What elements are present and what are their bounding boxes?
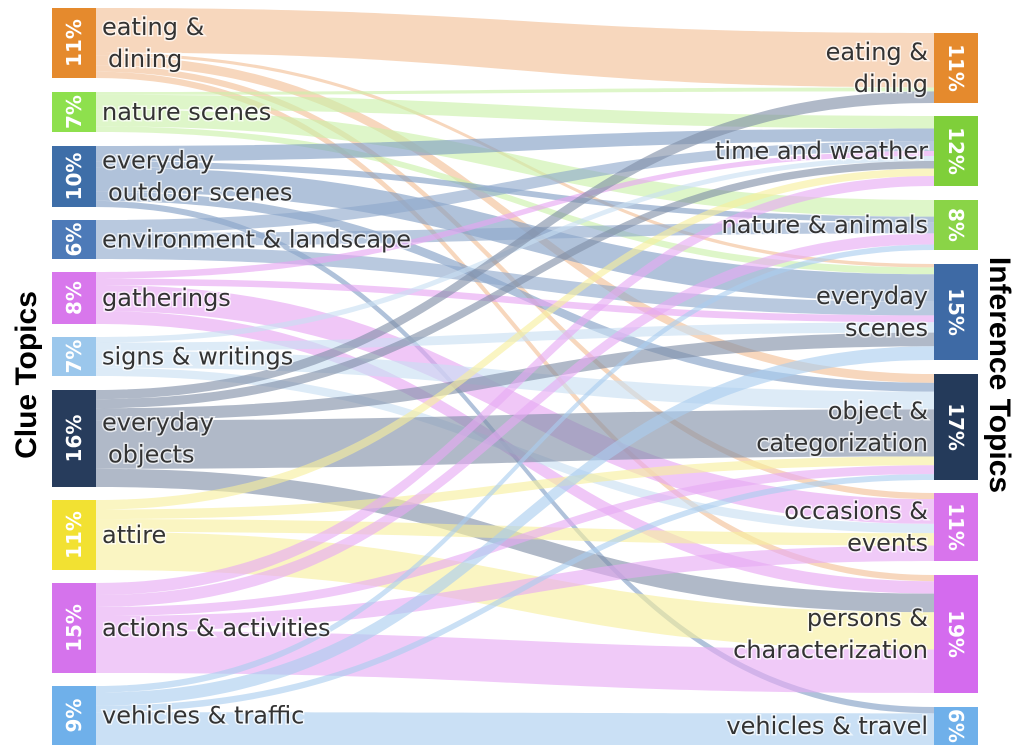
link-L1-R3 (96, 126, 934, 275)
left-node-pct: 9% (62, 699, 86, 733)
right-node-label: everyday (816, 282, 928, 310)
left-node-label: actions & activities (102, 614, 331, 642)
left-node-L8 (52, 583, 96, 673)
link-L7-R1 (96, 168, 934, 510)
right-node-pct: 15% (944, 288, 968, 336)
left-node-label: eating & (102, 13, 204, 41)
link-L6-R4 (96, 409, 934, 469)
right-node-label: eating & (826, 38, 928, 66)
link-L8-R4 (96, 465, 934, 616)
link-L1-R1 (96, 94, 934, 129)
right-node-R3 (934, 264, 978, 360)
right-node-label: occasions & (784, 497, 928, 525)
right-node-R0 (934, 33, 978, 103)
link-L0-R4 (96, 55, 934, 383)
left-node-label: everyday (102, 147, 214, 175)
nodes-layer: 11% 7% 10% 6% 8% 7% 16% 11% 15% 9% 11% 12% 8% 15% 17% 1… (52, 8, 978, 745)
left-node-label: attire (102, 521, 166, 549)
left-node-pct: 11% (62, 511, 86, 559)
right-node-label: scenes (845, 314, 928, 342)
left-node-L5 (52, 337, 96, 376)
left-node-label: nature scenes (102, 98, 271, 126)
right-node-label: characterization (733, 636, 928, 664)
left-node-pct: 15% (62, 604, 86, 652)
left-node-label: outdoor scenes (108, 179, 292, 207)
link-L0-R0 (96, 8, 934, 88)
link-L8-R5 (96, 545, 934, 631)
left-node-pct: 10% (62, 153, 86, 201)
link-L6-R1 (96, 161, 934, 409)
right-node-pct: 17% (944, 403, 968, 451)
right-node-R7 (934, 707, 978, 745)
link-L9-R2 (96, 244, 934, 693)
link-L9-R4 (96, 474, 934, 713)
link-L7-R4 (96, 456, 934, 520)
left-node-L2 (52, 146, 96, 207)
link-L3-R1 (96, 141, 934, 233)
right-node-pct: 12% (944, 127, 968, 175)
link-L4-R1 (96, 151, 934, 279)
left-axis-title: Clue Topics (10, 291, 43, 459)
link-L0-R6 (96, 71, 934, 582)
link-L4-R5 (96, 285, 934, 524)
link-L9-R7 (96, 712, 934, 745)
left-node-label: environment & landscape (102, 226, 411, 254)
left-node-label: everyday (102, 409, 214, 437)
link-L1-R0 (96, 87, 934, 95)
right-node-R2 (934, 200, 978, 250)
right-node-label: events (847, 529, 928, 557)
link-L6-R3 (96, 332, 934, 421)
left-node-L3 (52, 220, 96, 259)
right-node-pct: 8% (944, 208, 968, 242)
right-node-R1 (934, 116, 978, 186)
left-node-pct: 7% (62, 340, 86, 374)
left-node-pct: 8% (62, 281, 86, 315)
left-node-L0 (52, 8, 96, 78)
left-node-label: dining (108, 45, 182, 73)
link-L8-R2 (96, 233, 934, 608)
left-node-L9 (52, 686, 96, 745)
left-node-label: signs & writings (102, 343, 293, 371)
left-node-L4 (52, 272, 96, 324)
right-node-label: nature & animals (722, 211, 928, 239)
left-node-L7 (52, 500, 96, 570)
links-layer (96, 8, 934, 745)
link-L9-R3 (96, 346, 934, 706)
left-node-L1 (52, 92, 96, 132)
left-node-label: vehicles & traffic (102, 702, 304, 730)
right-node-label: dining (854, 70, 928, 98)
right-node-label: categorization (756, 429, 928, 457)
left-node-L6 (52, 390, 96, 487)
right-axis-title: Inference Topics (983, 257, 1016, 493)
link-L6-R0 (96, 91, 934, 400)
left-node-pct: 11% (62, 19, 86, 67)
right-node-pct: 6% (944, 709, 968, 743)
left-node-pct: 7% (62, 95, 86, 129)
right-node-R6 (934, 575, 978, 693)
link-L1-R2 (96, 109, 934, 217)
right-node-label: vehicles & travel (726, 712, 928, 740)
right-node-R5 (934, 493, 978, 561)
link-L2-R1 (96, 128, 934, 162)
right-node-label: object & (828, 397, 928, 425)
link-L2-R4 (96, 191, 934, 392)
right-node-pct: 19% (944, 610, 968, 658)
left-node-label: objects (108, 441, 194, 469)
link-L8-R6 (96, 631, 934, 693)
left-node-label: gatherings (102, 284, 231, 312)
right-node-pct: 11% (944, 44, 968, 92)
right-node-label: persons & (807, 604, 928, 632)
right-node-pct: 11% (944, 503, 968, 551)
left-node-pct: 6% (62, 223, 86, 257)
left-node-pct: 16% (62, 415, 86, 463)
right-node-R4 (934, 374, 978, 480)
labels-layer: eating & dining nature scenes everyday outdo… (101, 12, 930, 742)
link-L8-R1 (96, 176, 934, 595)
right-node-label: time and weather (715, 137, 928, 165)
link-L4-R3 (96, 278, 934, 323)
